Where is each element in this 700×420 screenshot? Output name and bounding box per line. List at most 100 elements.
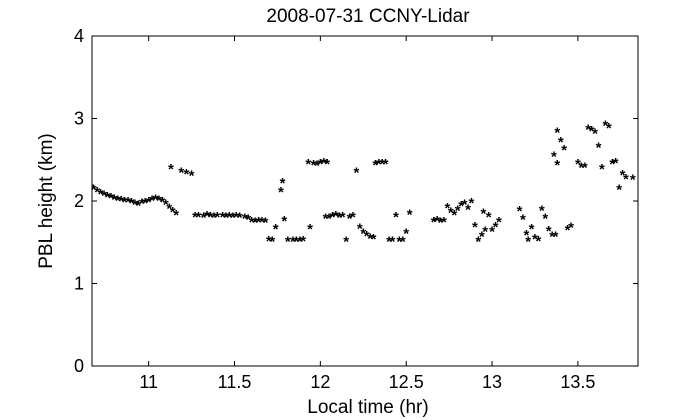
data-point: * [204, 208, 210, 225]
data-point: * [233, 209, 239, 226]
data-point: * [376, 156, 382, 173]
data-point: * [517, 203, 523, 220]
data-point: * [481, 206, 487, 223]
data-point: * [230, 210, 236, 227]
data-point: * [623, 171, 629, 188]
data-point: * [168, 161, 174, 178]
data-point: * [393, 209, 399, 226]
data-point: * [599, 161, 605, 178]
x-tick-label: 11.5 [218, 372, 252, 392]
data-point: * [596, 140, 602, 157]
data-point: * [451, 207, 457, 224]
data-point: * [554, 125, 560, 142]
data-point: * [462, 196, 468, 213]
data-point: * [360, 225, 366, 242]
x-tick-label: 13 [482, 372, 502, 392]
data-point: * [192, 209, 198, 226]
data-point: * [111, 192, 117, 209]
data-point: * [252, 215, 258, 232]
data-point: * [542, 211, 548, 228]
data-point: * [266, 233, 272, 250]
data-point: * [578, 159, 584, 176]
data-point: * [189, 168, 195, 185]
data-point: * [434, 213, 440, 230]
data-point: * [448, 205, 454, 222]
data-point: * [178, 164, 184, 181]
data-point: * [472, 219, 478, 236]
data-point: * [350, 209, 356, 226]
data-point: * [94, 184, 100, 201]
data-point: * [87, 180, 93, 197]
data-point: * [333, 208, 339, 225]
data-point: * [149, 192, 155, 209]
data-point: * [400, 234, 406, 251]
data-point: * [455, 202, 461, 219]
data-point: * [553, 229, 559, 246]
data-point: * [159, 194, 165, 211]
data-point: * [201, 210, 207, 227]
data-point: * [317, 156, 323, 173]
data-point: * [469, 195, 475, 212]
data-point: * [549, 229, 555, 246]
data-point: * [407, 206, 413, 223]
data-point: * [489, 224, 495, 241]
data-point: * [535, 233, 541, 250]
data-point: * [465, 201, 471, 218]
data-point: * [273, 221, 279, 238]
data-point: * [609, 156, 615, 173]
y-tick-label: 1 [74, 274, 84, 294]
data-point: * [323, 211, 329, 228]
data-point: * [259, 214, 265, 231]
data-point: * [105, 189, 111, 206]
data-point: * [364, 228, 370, 245]
data-point: * [321, 155, 327, 172]
data-point: * [496, 214, 502, 231]
data-point: * [196, 209, 202, 226]
data-point: * [329, 209, 335, 226]
data-point: * [135, 197, 141, 214]
data-point: * [98, 186, 104, 203]
data-point: * [256, 214, 262, 231]
data-point: * [184, 166, 190, 183]
data-point: * [297, 234, 303, 251]
data-point: * [479, 229, 485, 246]
data-point: * [91, 182, 97, 199]
chart-title: 2008-07-31 CCNY-Lidar [266, 6, 470, 27]
plot-frame [91, 35, 639, 367]
data-point: * [293, 234, 299, 251]
data-point: * [347, 211, 353, 228]
data-point: * [249, 214, 255, 231]
data-point: * [458, 198, 464, 215]
data-point: * [589, 123, 595, 140]
data-point: * [367, 230, 373, 247]
data-point: * [372, 157, 378, 174]
data-point: * [142, 195, 148, 212]
data-point: * [558, 134, 564, 151]
y-tick-label: 2 [74, 191, 84, 211]
data-point: * [525, 234, 531, 251]
data-point: * [520, 211, 526, 228]
data-point: * [324, 156, 330, 173]
data-point: * [173, 207, 179, 224]
data-point: * [290, 234, 296, 251]
data-point: * [245, 211, 251, 228]
data-point: * [153, 192, 159, 209]
data-point: * [326, 211, 332, 228]
data-point: * [269, 234, 275, 251]
data-point: * [170, 204, 176, 221]
y-tick-label: 3 [74, 109, 84, 129]
data-point: * [403, 225, 409, 242]
data-point: * [379, 156, 385, 173]
data-point: * [118, 193, 124, 210]
data-point: * [396, 234, 402, 251]
plot-area: * * * * * * * * * * * * * * * * * * * * * * * * * * * * * * * * * * * * * * * *… [87, 117, 636, 251]
data-point: * [539, 202, 545, 219]
data-point: * [561, 142, 567, 159]
data-point: * [242, 211, 248, 228]
y-tick-label: 4 [74, 26, 84, 46]
data-point: * [438, 215, 444, 232]
data-point: * [305, 156, 311, 173]
data-point: * [357, 220, 363, 237]
x-axis: 11 11.5 12 12.5 13 13.5 [139, 36, 595, 392]
